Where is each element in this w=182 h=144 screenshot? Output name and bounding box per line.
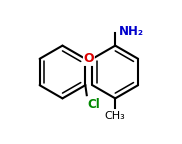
Text: Cl: Cl: [88, 98, 100, 111]
Text: O: O: [84, 52, 94, 65]
Text: NH₂: NH₂: [119, 25, 144, 38]
Text: CH₃: CH₃: [105, 111, 126, 121]
